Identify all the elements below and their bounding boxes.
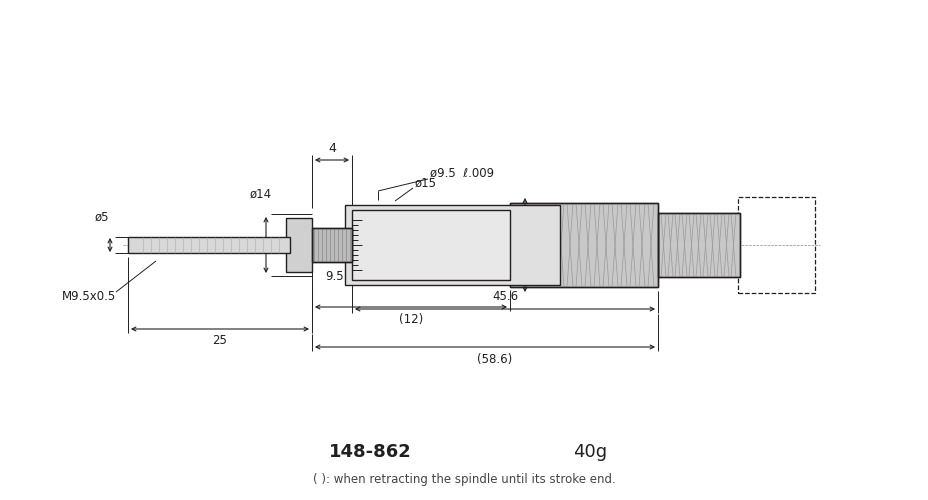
Text: 45.6: 45.6 [492,290,518,304]
Text: 5: 5 [368,258,374,266]
Text: 4: 4 [328,142,336,154]
Text: 40g: 40g [573,443,606,461]
Text: ø14: ø14 [250,188,272,200]
Bar [657,213,740,277]
Text: ø15: ø15 [415,176,436,190]
Bar [312,228,352,262]
Text: M9.5x0.5: M9.5x0.5 [61,290,116,304]
Bar [312,228,352,262]
Text: 148-862: 148-862 [329,443,411,461]
Text: ø13: ø13 [537,244,560,258]
Text: (12): (12) [398,312,422,326]
Bar [128,237,290,253]
Text: ( ): when retracting the spindle until its stroke end.: ( ): when retracting the spindle until i… [313,474,614,486]
Bar [509,203,657,287]
Text: 25: 25 [213,334,227,347]
Text: ø5: ø5 [95,210,110,224]
Text: 9.5: 9.5 [325,270,343,283]
Bar [344,205,560,285]
Bar [286,218,312,272]
Text: 0: 0 [368,240,374,250]
Bar [352,210,509,280]
Bar [657,213,740,277]
Text: ø9.5  ℓ.009: ø9.5 ℓ.009 [430,166,494,179]
Bar [737,197,814,293]
Text: 45: 45 [368,224,380,232]
Text: (58.6): (58.6) [477,352,512,366]
Bar [509,203,657,287]
